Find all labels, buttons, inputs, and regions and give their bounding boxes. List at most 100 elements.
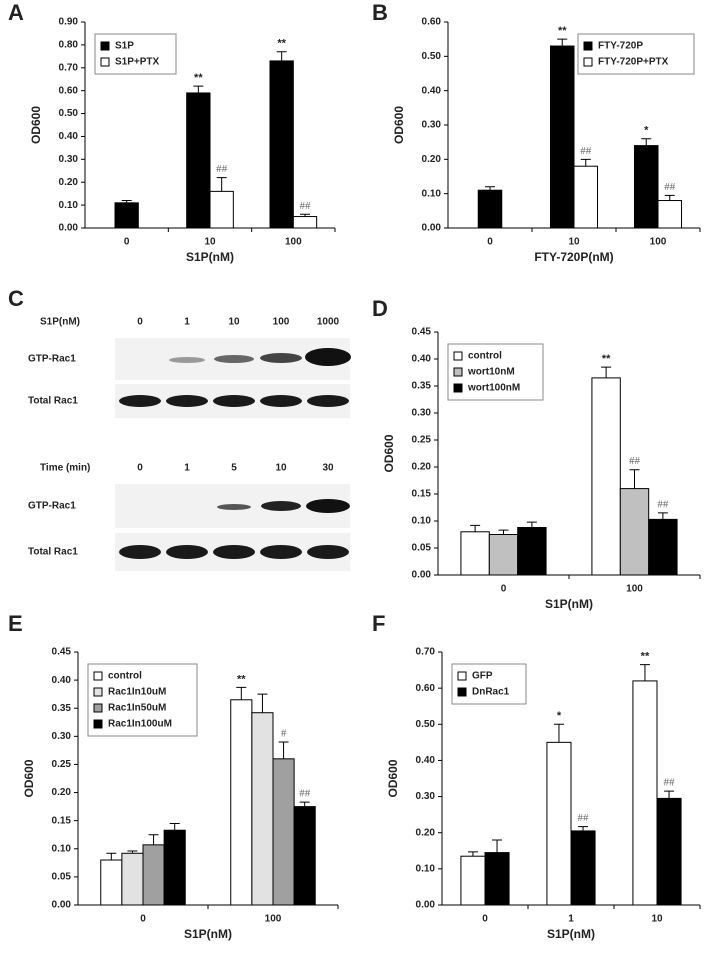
error-bar (127, 850, 138, 854)
y-tick-label: 0.35 (52, 703, 72, 714)
legend-box (94, 33, 177, 75)
bar (546, 741, 572, 906)
y-tick-label: 0.25 (412, 435, 432, 446)
y-tick-label: 0.50 (59, 108, 79, 119)
legend-swatch (457, 687, 467, 697)
error-bar (467, 851, 478, 857)
legend-swatch (93, 671, 103, 681)
y-tick-label: 0.20 (52, 787, 72, 798)
bar (657, 200, 683, 229)
bar (209, 190, 234, 229)
legend-label: FTY-720P (598, 41, 643, 52)
error-bar (664, 194, 675, 201)
legend-label: GFP (472, 671, 493, 682)
y-tick-label: 0.80 (59, 40, 79, 51)
legend-label: FTY-720P+PTX (598, 57, 669, 68)
blot-header: Time (min) (40, 463, 90, 474)
bar (477, 189, 503, 229)
legend-box (447, 343, 544, 401)
error-bar (148, 834, 159, 845)
error-bar (557, 38, 568, 47)
legend-label: control (108, 671, 142, 682)
bar (251, 712, 274, 906)
row-label: Total Rac1 (28, 547, 78, 558)
band (307, 395, 349, 407)
x-tick-label: 0 (140, 914, 146, 925)
band (119, 545, 161, 559)
y-tick-label: 0.10 (52, 843, 72, 854)
bar (619, 488, 650, 576)
y-tick-label: 0.90 (59, 17, 79, 28)
bar (269, 60, 294, 229)
bar (570, 830, 596, 906)
y-tick-label: 0.10 (59, 200, 79, 211)
legend-swatch (93, 687, 103, 697)
y-axis-label: OD600 (29, 106, 43, 144)
significance: ## (580, 145, 592, 157)
error-bar (300, 213, 310, 217)
x-tick-label: 100 (650, 237, 667, 248)
y-tick-label: 0.05 (412, 543, 432, 554)
significance: ** (558, 25, 567, 37)
bar (517, 526, 547, 576)
error-bar (216, 177, 227, 192)
y-tick-label: 0.70 (416, 647, 436, 658)
y-tick-label: 0.50 (422, 51, 442, 62)
error-bar (526, 521, 537, 528)
error-bar (601, 366, 612, 378)
legend-label: DnRac1 (472, 687, 510, 698)
y-tick-label: 0.20 (422, 154, 442, 165)
error-bar (193, 85, 204, 93)
band (261, 501, 301, 511)
significance: ** (237, 673, 246, 685)
bar (484, 852, 510, 906)
band (213, 545, 255, 559)
error-bar (639, 664, 650, 681)
band (305, 348, 351, 366)
lane-label: 0 (137, 317, 143, 328)
y-tick-label: 0.40 (412, 354, 432, 365)
panel-letter: F (372, 611, 385, 636)
error-bar (664, 790, 675, 799)
bar (293, 806, 316, 906)
error-bar (485, 186, 495, 191)
bar (100, 859, 123, 906)
y-axis-label: OD600 (392, 106, 406, 144)
significance: ** (277, 38, 286, 50)
y-tick-label: 0.45 (52, 647, 72, 658)
x-axis-label: S1P(nM) (184, 927, 232, 941)
x-axis-label: S1P(nM) (545, 597, 593, 611)
lane-label: 10 (228, 317, 240, 328)
lane-label: 0 (137, 463, 143, 474)
error-bar (236, 686, 247, 700)
legend-label: wort100nM (467, 383, 520, 394)
y-tick-label: 0.00 (59, 223, 79, 234)
y-tick-label: 0.40 (59, 131, 79, 142)
significance: ** (602, 353, 611, 365)
bar (573, 165, 599, 229)
y-tick-label: 0.05 (52, 872, 72, 883)
band (166, 395, 208, 407)
error-bar (299, 801, 310, 807)
legend-swatch (100, 57, 110, 67)
lane-label: 100 (273, 317, 290, 328)
band (307, 545, 349, 559)
y-tick-label: 0.25 (52, 759, 72, 770)
y-axis-label: OD600 (386, 759, 400, 797)
y-tick-label: 0.40 (422, 85, 442, 96)
panel-letter: A (8, 0, 24, 25)
bar (186, 92, 211, 229)
x-tick-label: 0 (124, 237, 130, 248)
legend-label: Rac1In50uM (108, 703, 166, 714)
legend-box (577, 33, 695, 75)
band (217, 504, 251, 510)
error-bar (578, 826, 589, 831)
bar (292, 216, 318, 229)
row-label: Total Rac1 (28, 396, 78, 407)
x-tick-label: 10 (204, 237, 216, 248)
bar (488, 534, 519, 576)
significance: * (644, 125, 649, 137)
bar (163, 829, 186, 906)
x-axis-label: S1P(nM) (547, 927, 595, 941)
legend-label: S1P+PTX (115, 57, 160, 68)
